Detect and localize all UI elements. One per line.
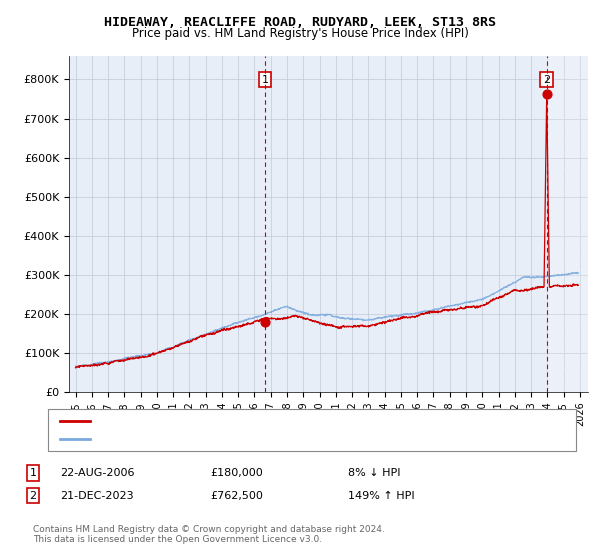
Text: 8% ↓ HPI: 8% ↓ HPI	[348, 468, 401, 478]
Text: 2: 2	[543, 74, 550, 85]
Text: 2: 2	[29, 491, 37, 501]
Text: £762,500: £762,500	[210, 491, 263, 501]
Text: 149% ↑ HPI: 149% ↑ HPI	[348, 491, 415, 501]
Text: 1: 1	[29, 468, 37, 478]
Point	[260, 317, 269, 326]
Text: HIDEAWAY, REACLIFFE ROAD, RUDYARD, LEEK, ST13 8RS: HIDEAWAY, REACLIFFE ROAD, RUDYARD, LEEK,…	[104, 16, 496, 29]
Text: Contains HM Land Registry data © Crown copyright and database right 2024.
This d: Contains HM Land Registry data © Crown c…	[33, 525, 385, 544]
Text: 22-AUG-2006: 22-AUG-2006	[60, 468, 134, 478]
Text: 21-DEC-2023: 21-DEC-2023	[60, 491, 134, 501]
Text: 1: 1	[262, 74, 268, 85]
Text: £180,000: £180,000	[210, 468, 263, 478]
Text: Price paid vs. HM Land Registry's House Price Index (HPI): Price paid vs. HM Land Registry's House …	[131, 27, 469, 40]
Text: HPI: Average price, detached house, Staffordshire Moorlands: HPI: Average price, detached house, Staf…	[96, 434, 393, 444]
Text: HIDEAWAY, REACLIFFE ROAD, RUDYARD, LEEK, ST13 8RS (detached house): HIDEAWAY, REACLIFFE ROAD, RUDYARD, LEEK,…	[96, 416, 463, 426]
Bar	[547, 56, 588, 392]
Point	[542, 90, 551, 99]
